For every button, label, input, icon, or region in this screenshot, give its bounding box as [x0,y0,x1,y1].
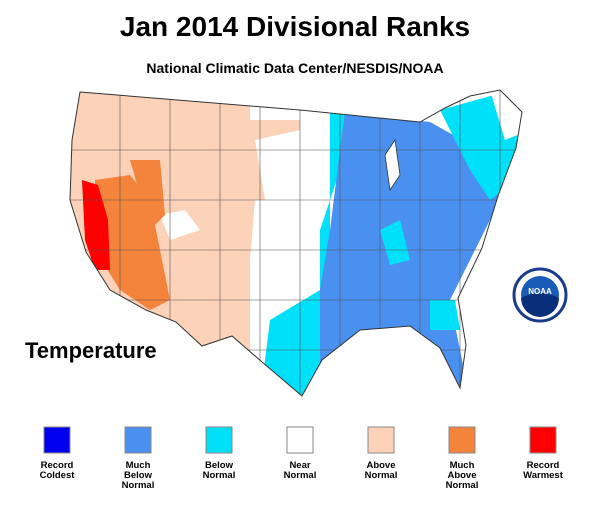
lake-michigan [384,138,401,192]
region [82,180,110,270]
legend-label: Much [450,460,475,471]
legend-swatch [43,426,71,454]
legend-label: Warmest [523,470,564,481]
legend-label: Above [366,460,395,471]
region [380,220,410,265]
division-lines [70,90,522,396]
us-outline [69,89,523,397]
legend-label: Normal [365,470,398,481]
legend-label: Below [124,470,153,481]
legend-swatch [124,426,152,454]
map-label: Temperature [25,338,157,363]
legend-swatch [367,426,395,454]
legend-label: Below [205,460,234,471]
legend-swatch [529,426,557,454]
legend-label: Near [289,460,310,471]
legend-label: Coldest [40,470,76,481]
logo-text: NOAA [528,287,552,296]
noaa-logo: NOAA [512,267,568,323]
legend-swatch [205,426,233,454]
region [120,100,300,260]
legend-label: Normal [446,480,479,491]
legend-label: Normal [284,470,317,481]
region [430,300,460,330]
region [130,160,165,230]
legend-label: Record [41,460,74,471]
legend-label: Much [126,460,151,471]
legend-label: Normal [122,480,155,491]
legend-swatch [286,426,314,454]
us-map [70,90,522,396]
title: Jan 2014 Divisional Ranks [120,11,470,42]
legend: RecordColdestMuchBelowNormalBelowNormalN… [40,426,564,491]
legend-label: Above [447,470,476,481]
subtitle: National Climatic Data Center/NESDIS/NOA… [146,60,443,76]
legend-label: Record [527,460,560,471]
legend-label: Normal [203,470,236,481]
legend-swatch [448,426,476,454]
